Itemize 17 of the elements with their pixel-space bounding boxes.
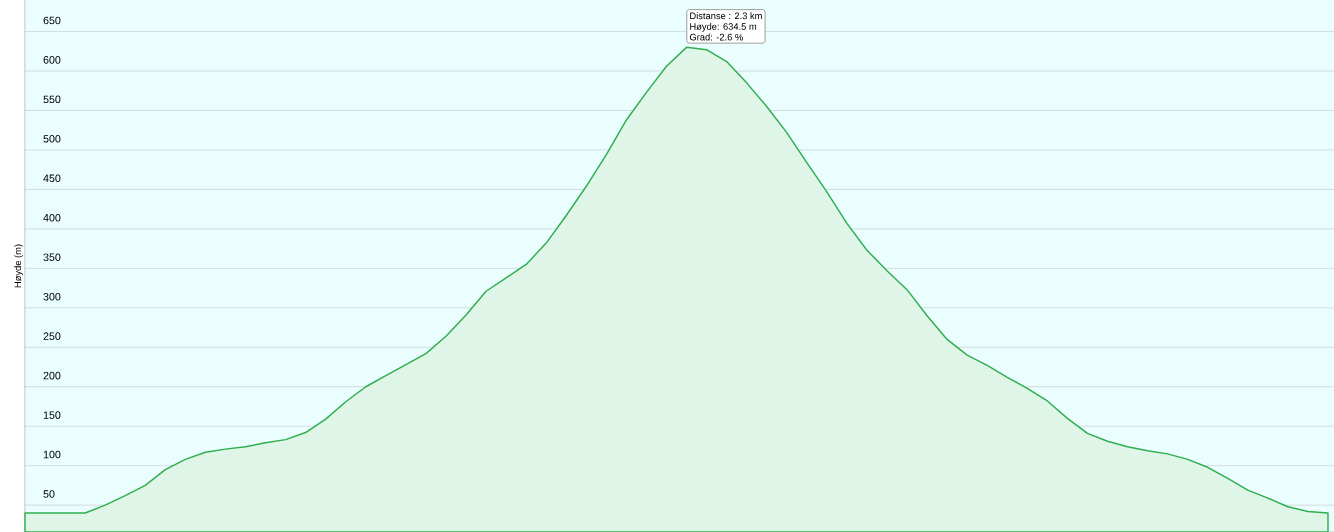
annotation: Grad: -2.6 %	[689, 33, 743, 41]
annotation: Høyde: 634.5 m	[690, 22, 757, 32]
annotation: Distanse : 2.3 km	[690, 12, 762, 20]
y-tick-label: 450	[43, 174, 61, 183]
y-tick-label: 50	[43, 490, 55, 498]
y-tick-label: 550	[43, 95, 61, 104]
y-tick-label: 650	[43, 16, 61, 25]
y-tick-label: 400	[43, 213, 61, 222]
y-tick-label: 250	[43, 332, 61, 340]
y-tick-label: 300	[43, 292, 61, 301]
y-axis-title: Høyde (m)	[14, 244, 23, 288]
y-tick-label: 600	[43, 56, 61, 64]
y-tick-label: 350	[43, 253, 61, 261]
y-tick-label: 150	[43, 411, 61, 419]
y-tick-label: 100	[43, 450, 61, 459]
y-tick-label: 500	[43, 135, 61, 143]
y-tick-label: 200	[43, 371, 61, 380]
